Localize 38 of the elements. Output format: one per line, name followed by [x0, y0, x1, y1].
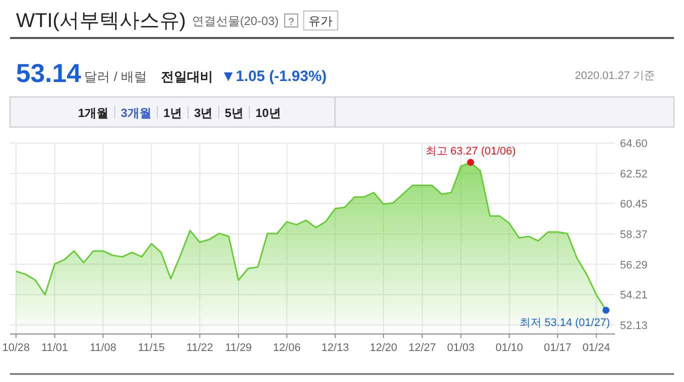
text: 10년	[255, 106, 281, 120]
y-tick-label: 52.13	[620, 320, 648, 332]
y-tick-label: 64.60	[620, 138, 648, 150]
x-tick-label: 12/13	[321, 342, 349, 354]
text: 달러 / 배럴	[84, 69, 147, 84]
annotation: 최저 53.14 (01/27)	[520, 317, 610, 330]
x-tick-label: 11/08	[90, 342, 116, 354]
text: 2020.01.27 기준	[574, 70, 655, 82]
y-tick-label: 62.52	[620, 168, 648, 180]
annotation: 최고 63.27 (01/06)	[425, 145, 516, 158]
x-tick-label: 01/03	[447, 342, 475, 354]
x-tick-label: 11/01	[41, 342, 68, 354]
text: 1년	[163, 106, 182, 120]
text: 3년	[194, 106, 213, 120]
x-tick-label: 01/24	[582, 342, 610, 354]
chart-subtitle: 연결선물(20-03)	[192, 14, 279, 28]
text: 3개월	[120, 106, 152, 120]
text: 1개월	[78, 106, 109, 120]
y-tick-label: 54.21	[620, 290, 648, 302]
x-tick-label: 11/29	[225, 342, 252, 354]
text: 53.14	[16, 58, 82, 88]
text: 전일대비	[160, 69, 213, 84]
oil-button: 유가	[303, 10, 338, 30]
x-tick-label: 01/10	[496, 342, 524, 354]
x-tick-label: 12/06	[273, 342, 301, 354]
y-tick-label: 60.45	[620, 198, 648, 211]
x-tick-label: 12/20	[370, 342, 398, 354]
text: 5년	[224, 106, 244, 120]
text: ▼1.05 (-1.93%)	[220, 68, 327, 85]
chart-title: WTI(서부텍사스유)	[16, 10, 186, 32]
y-tick-label: 56.29	[620, 259, 648, 272]
x-tick-label: 12/27	[408, 342, 436, 354]
x-tick-label: 01/17	[544, 342, 572, 354]
help-button: ?	[284, 14, 298, 28]
x-tick-label: 11/15	[138, 342, 165, 354]
y-tick-label: 58.37	[620, 228, 648, 241]
x-tick-label: 10/28	[2, 342, 30, 354]
x-tick-label: 11/22	[186, 342, 214, 354]
